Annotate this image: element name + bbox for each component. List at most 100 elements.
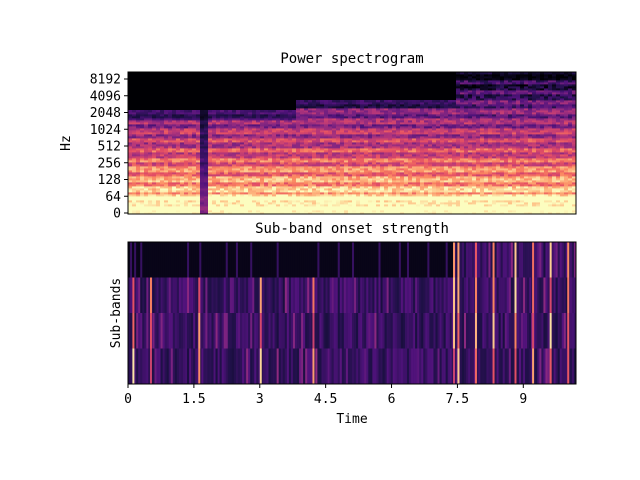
spectrogram-cell <box>168 176 173 179</box>
spectrogram-cell <box>416 124 421 127</box>
spectrogram-cell <box>272 204 277 207</box>
spectrogram-cell <box>176 174 181 177</box>
spectrogram-cell <box>128 124 133 127</box>
spectrogram-cell <box>212 110 217 113</box>
spectrogram-cell <box>144 154 149 157</box>
spectrogram-cell <box>460 182 465 185</box>
spectrogram-cell <box>388 206 393 209</box>
spectrogram-cell <box>316 166 321 169</box>
spectrogram-cell <box>216 170 221 173</box>
spectrogram-cell <box>192 186 197 189</box>
spectrogram-cell <box>176 144 181 147</box>
spectrogram-cell <box>212 196 217 199</box>
spectrogram-cell <box>316 170 321 173</box>
spectrogram-cell <box>472 142 477 145</box>
spectrogram-cell <box>196 196 201 199</box>
spectrogram-cell <box>380 112 385 115</box>
spectrogram-cell <box>328 194 333 197</box>
spectrogram-cell <box>392 194 397 197</box>
spectrogram-cell <box>292 160 297 163</box>
spectrogram-cell <box>408 190 413 193</box>
spectrogram-cell <box>288 180 293 183</box>
spectrogram-cell <box>248 154 253 157</box>
spectrogram-cell <box>424 202 429 205</box>
spectrogram-cell <box>336 170 341 173</box>
spectrogram-cell <box>344 140 349 143</box>
spectrogram-cell <box>348 168 353 171</box>
spectrogram-cell <box>368 164 373 167</box>
spectrogram-cell <box>156 130 161 133</box>
spectrogram-cell <box>476 78 481 81</box>
spectrogram-cell <box>172 114 177 117</box>
spectrogram-cell <box>376 170 381 173</box>
spectrogram-cell <box>376 192 381 195</box>
spectrogram-cell <box>484 208 489 211</box>
spectrogram-cell <box>300 104 305 107</box>
spectrogram-cell <box>460 190 465 193</box>
spectrogram-cell <box>220 120 225 123</box>
spectrogram-cell <box>476 192 481 195</box>
spectrogram-cell <box>228 166 233 169</box>
spectrogram-cell <box>344 126 349 129</box>
spectrogram-cell <box>376 164 381 167</box>
spectrogram-cell <box>248 194 253 197</box>
spectrogram-cell <box>192 166 197 169</box>
spectrogram-cell <box>224 160 229 163</box>
spectrogram-cell <box>320 132 325 135</box>
spectrogram-cell <box>284 112 289 115</box>
spectrogram-cell <box>172 150 177 153</box>
spectrogram-cell <box>208 182 213 185</box>
spectrogram-cell <box>332 152 337 155</box>
spectrogram-cell <box>144 138 149 141</box>
spectrogram-cell <box>308 118 313 121</box>
spectrogram-cell <box>144 194 149 197</box>
spectrogram-cell <box>136 116 141 119</box>
spectrogram-cell <box>424 184 429 187</box>
spectrogram-cell <box>284 208 289 211</box>
spectrogram-cell <box>312 100 317 103</box>
spectrogram-cell <box>300 136 305 139</box>
spectrogram-cell <box>392 118 397 121</box>
spectrogram-cell <box>404 212 409 215</box>
spectrogram-cell <box>240 208 245 211</box>
spectrogram-cell <box>448 114 453 117</box>
spectrogram-cell <box>400 110 405 113</box>
spectrogram-cell <box>324 114 329 117</box>
spectrogram-cell <box>424 212 429 215</box>
spectrogram-cell <box>220 212 225 215</box>
spectrogram-cell <box>276 132 281 135</box>
spectrogram-cell <box>420 162 425 165</box>
spectrogram-cell <box>320 182 325 185</box>
spectrogram-cell <box>428 180 433 183</box>
spectrogram-cell <box>260 212 265 215</box>
spectrogram-cell <box>364 168 369 171</box>
spectrogram-cell <box>312 136 317 139</box>
spectrogram-cell <box>296 162 301 165</box>
spectrogram-cell <box>424 174 429 177</box>
spectrogram-cell <box>344 212 349 215</box>
spectrogram-cell <box>232 118 237 121</box>
spectrogram-cell <box>220 126 225 129</box>
spectrogram-cell <box>304 128 309 131</box>
spectrogram-cell <box>408 134 413 137</box>
spectrogram-cell <box>416 160 421 163</box>
spectrogram-cell <box>472 204 477 207</box>
spectrogram-cell <box>320 126 325 129</box>
spectrogram-cell <box>148 206 153 209</box>
spectrogram-cell <box>172 202 177 205</box>
spectrogram-cell <box>312 164 317 167</box>
spectrogram-cell <box>204 180 209 183</box>
spectrogram-cell <box>296 128 301 131</box>
spectrogram-cell <box>332 154 337 157</box>
spectrogram-cell <box>152 138 157 141</box>
spectrogram-cell <box>340 132 345 135</box>
spectrogram-cell <box>236 192 241 195</box>
spectrogram-cell <box>368 168 373 171</box>
spectrogram-cell <box>380 106 385 109</box>
spectrogram-cell <box>224 136 229 139</box>
spectrogram-cell <box>264 132 269 135</box>
spectrogram-cell <box>312 200 317 203</box>
spectrogram-cell <box>312 156 317 159</box>
spectrogram-cell <box>364 144 369 147</box>
spectrogram-cell <box>408 112 413 115</box>
